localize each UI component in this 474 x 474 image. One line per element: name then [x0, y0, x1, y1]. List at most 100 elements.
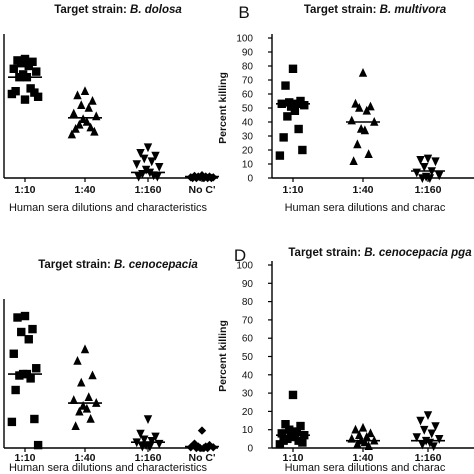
data-point: [136, 149, 145, 158]
y-tick-label: 30: [242, 132, 254, 143]
data-point: [84, 103, 93, 112]
data-point: [418, 440, 427, 450]
data-point: [362, 105, 371, 115]
data-point: [364, 149, 373, 158]
data-point: [24, 61, 33, 71]
panel-letter: B: [238, 3, 249, 22]
data-point: [420, 163, 429, 172]
data-point: [28, 324, 37, 334]
chart-title-prefix: Target strain:: [288, 247, 364, 259]
y-tick-label: 70: [242, 76, 254, 87]
data-point: [296, 421, 305, 431]
data-point: [88, 370, 97, 380]
data-point: [366, 101, 375, 111]
data-point: [275, 440, 285, 449]
y-tick-label: 50: [242, 104, 254, 115]
data-point: [281, 81, 290, 90]
chart-title: Target strain: B. cenocepacia pga: [288, 247, 472, 259]
data-point: [279, 133, 288, 142]
data-point: [351, 98, 360, 108]
data-point: [364, 441, 373, 450]
data-point: [435, 171, 444, 181]
y-tick-label: 100: [236, 34, 253, 45]
data-point: [132, 160, 141, 169]
data-point: [24, 335, 33, 344]
x-category-label: 1:160: [135, 184, 162, 196]
data-point: [151, 151, 160, 161]
x-category-label: 1:40: [352, 184, 373, 196]
data-point: [412, 433, 421, 443]
data-point: [17, 327, 26, 337]
x-category-label: 1:160: [415, 184, 442, 196]
x-category-label: 1:40: [74, 184, 95, 196]
data-point: [20, 95, 30, 104]
x-category-label: 1:160: [135, 452, 162, 464]
y-tick-label: 0: [247, 444, 253, 455]
data-point: [292, 427, 301, 436]
data-point: [418, 174, 427, 183]
data-point: [7, 417, 17, 427]
x-axis-label: Human sera dilutions and charac: [285, 462, 446, 474]
data-point: [147, 157, 156, 167]
y-tick-label: 20: [242, 407, 254, 418]
panel-letter: D: [234, 246, 246, 265]
chart-panel-4: Target strain: B. cenocepacia pga D 0 10 20 3…: [217, 246, 474, 474]
y-tick-label: 80: [242, 297, 254, 308]
data-point: [203, 443, 212, 453]
data-point: [143, 143, 153, 153]
chart-panel-2: Target strain: B. multivora B 0 10 20 30 40 50 6…: [217, 3, 474, 214]
y-tick-label: 80: [242, 62, 254, 73]
chart-title-prefix: Target strain:: [304, 4, 380, 16]
y-tick-label: 70: [242, 315, 254, 326]
chart-panel-1: Target strain: B. dolosa 1:10 1:40 1:160 No …: [3, 4, 219, 214]
chart-title-species: B. cenocepacia: [114, 259, 198, 271]
data-point: [82, 117, 92, 126]
data-point: [75, 119, 84, 129]
data-point: [134, 172, 143, 182]
data-point: [355, 103, 364, 112]
data-point: [69, 395, 78, 404]
data-point: [358, 422, 368, 432]
data-point: [360, 437, 370, 447]
x-category-label: 1:160: [415, 452, 442, 464]
chart-title: Target strain: B. cenocepacia: [38, 259, 198, 271]
data-point: [435, 435, 444, 444]
y-tick-label: 50: [242, 352, 254, 363]
data-point: [188, 173, 197, 183]
data-point: [73, 90, 82, 100]
data-point: [20, 311, 30, 321]
data-point: [32, 67, 41, 76]
data-point: [288, 390, 298, 400]
y-tick-label: 90: [242, 279, 254, 290]
x-axis-label: Human sera dilutions and characteristics: [9, 202, 208, 214]
chart-title-prefix: Target strain:: [54, 4, 130, 16]
data-point: [33, 92, 43, 101]
y-tick-label: 40: [242, 370, 254, 381]
data-point: [155, 163, 164, 172]
data-point: [429, 442, 438, 452]
data-point: [138, 442, 147, 452]
data-point: [416, 416, 425, 426]
data-point: [80, 86, 90, 95]
data-point: [33, 440, 43, 450]
data-point: [285, 425, 294, 434]
data-point: [351, 424, 360, 434]
data-point: [431, 422, 440, 432]
chart-title: Target strain: B. dolosa: [54, 4, 182, 16]
data-point: [207, 173, 216, 183]
data-point: [86, 414, 95, 423]
chart-title-species: B. multivora: [380, 4, 447, 16]
data-point: [290, 106, 300, 115]
data-point: [75, 406, 84, 416]
x-axis-label: Human sera dilutions and charac: [285, 202, 446, 214]
data-point: [30, 414, 39, 424]
data-point: [425, 174, 435, 183]
chart-title-species: B. dolosa: [130, 4, 182, 16]
data-point: [26, 374, 35, 383]
y-axis-label: Percent killing: [217, 320, 229, 392]
x-category-label: 1:40: [74, 452, 95, 464]
data-point: [366, 428, 375, 438]
data-point: [153, 172, 162, 182]
data-point: [13, 313, 22, 322]
